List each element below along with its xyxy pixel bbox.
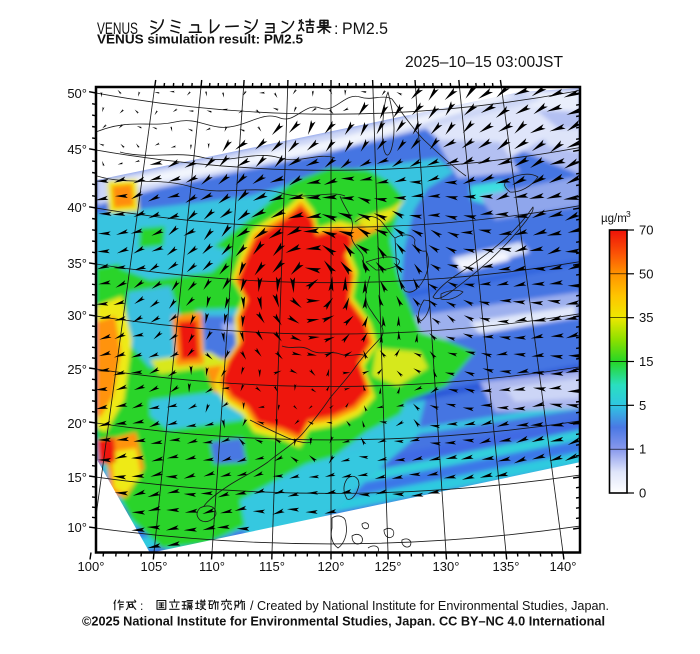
svg-text:125°: 125° (375, 559, 402, 574)
svg-text:1: 1 (639, 442, 646, 457)
svg-text:105°: 105° (141, 559, 168, 574)
svg-text:40°: 40° (67, 200, 87, 215)
svg-text:25°: 25° (67, 362, 87, 377)
svg-text:45°: 45° (67, 142, 87, 157)
svg-text:110°: 110° (199, 559, 225, 574)
svg-text:/ Created by National Institut: / Created by National Institute for Envi… (250, 598, 609, 613)
svg-text:3: 3 (626, 209, 631, 219)
svg-text:0: 0 (639, 486, 646, 501)
svg-text:10°: 10° (67, 520, 87, 535)
svg-text:115°: 115° (259, 559, 285, 574)
svg-text:15: 15 (639, 354, 653, 369)
svg-text:100°: 100° (78, 559, 105, 574)
svg-text:µg/m: µg/m (601, 213, 627, 225)
svg-text:©2025 National Institute for E: ©2025 National Institute for Environment… (82, 614, 605, 629)
svg-text:15°: 15° (67, 470, 87, 485)
svg-text:50°: 50° (67, 86, 87, 101)
svg-text:120°: 120° (318, 559, 345, 574)
svg-text::: : (140, 599, 143, 613)
svg-text:70: 70 (639, 223, 653, 238)
svg-text:130°: 130° (433, 559, 460, 574)
svg-text:140°: 140° (550, 559, 577, 574)
svg-text:VENUS simulation result: PM2.5: VENUS simulation result: PM2.5 (97, 33, 303, 47)
svg-text:20°: 20° (67, 416, 87, 431)
svg-text:30°: 30° (67, 308, 87, 323)
svg-text:135°: 135° (493, 559, 520, 574)
svg-text:50: 50 (639, 266, 653, 281)
svg-text:PM2.5: PM2.5 (342, 20, 388, 38)
svg-text:2025–10–15 03:00JST: 2025–10–15 03:00JST (405, 54, 564, 71)
svg-text:5: 5 (639, 398, 646, 413)
svg-text::: : (334, 21, 338, 38)
svg-text:35: 35 (639, 310, 653, 325)
svg-text:35°: 35° (67, 256, 87, 271)
